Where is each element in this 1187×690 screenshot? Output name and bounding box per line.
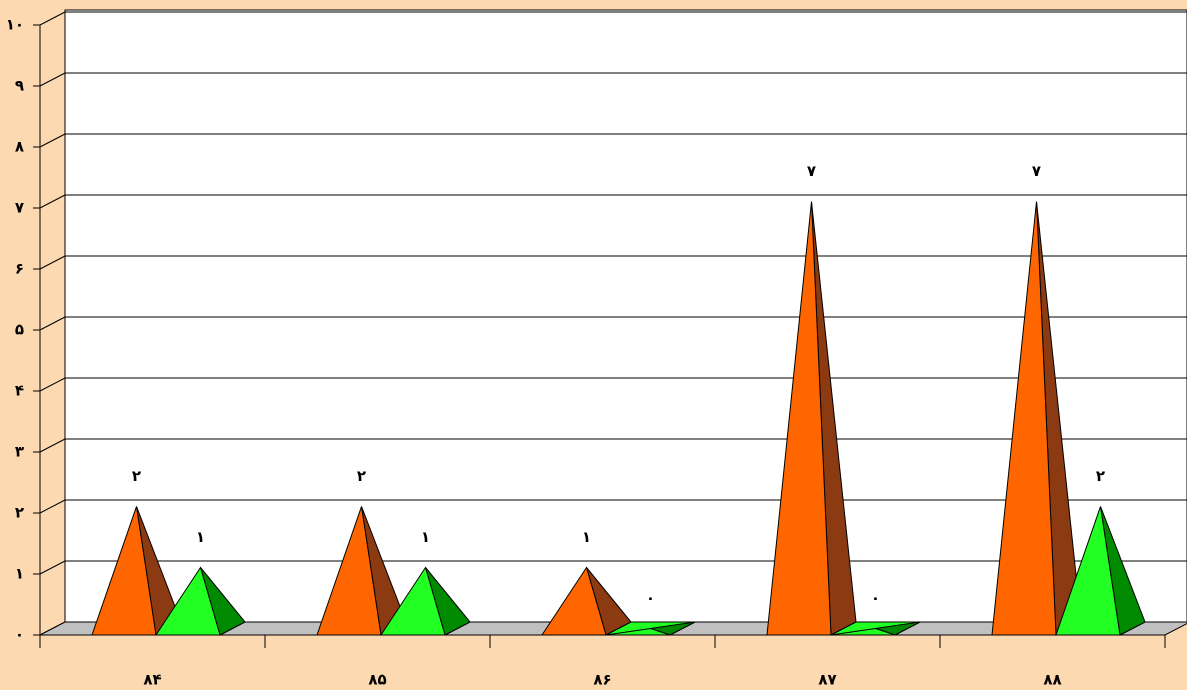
data-label: ۷ bbox=[807, 162, 816, 180]
grid-connector bbox=[39, 133, 66, 148]
y-tick-label: ۱ bbox=[15, 565, 24, 583]
back-wall bbox=[64, 9, 1187, 623]
data-label: ۰ bbox=[646, 589, 655, 607]
grid-connector bbox=[39, 377, 66, 392]
y-tick-label: ۶ bbox=[15, 260, 24, 278]
data-label: ۱ bbox=[582, 528, 591, 546]
grid-connector bbox=[39, 255, 66, 270]
y-tick-label: ۸ bbox=[15, 138, 24, 156]
grid-connector bbox=[39, 316, 66, 331]
y-tick-label: ۲ bbox=[15, 504, 24, 522]
y-tick-label: ۴ bbox=[15, 382, 24, 400]
grid-connector bbox=[39, 438, 66, 453]
x-tick-label: ۸۵ bbox=[368, 671, 386, 689]
grid-connector bbox=[39, 11, 66, 26]
pyramid-front bbox=[830, 627, 896, 636]
data-label: ۲ bbox=[357, 467, 366, 485]
pyramid-front bbox=[766, 201, 832, 636]
grid-connector bbox=[39, 499, 66, 514]
x-tick-label: ۸۶ bbox=[593, 671, 611, 689]
grid-connector bbox=[39, 194, 66, 209]
pyramid-front bbox=[1055, 506, 1121, 636]
pyramid-front bbox=[155, 566, 221, 636]
pyramid-front bbox=[605, 627, 671, 636]
grid-connector bbox=[39, 560, 66, 575]
y-tick-label: ۰ bbox=[15, 626, 24, 644]
pyramid-front bbox=[316, 506, 382, 636]
data-label: ۱ bbox=[421, 528, 430, 546]
data-label: ۲ bbox=[1096, 467, 1105, 485]
grid-connector bbox=[39, 72, 66, 87]
y-tick-label: ۳ bbox=[15, 443, 24, 461]
x-tick-label: ۸۴ bbox=[143, 671, 161, 689]
y-tick-label: ۱۰ bbox=[6, 16, 24, 34]
y-tick-label: ۹ bbox=[15, 77, 24, 95]
pyramid-front bbox=[91, 506, 157, 636]
data-label: ۱ bbox=[196, 528, 205, 546]
y-tick-label: ۵ bbox=[15, 321, 24, 339]
pyramid-front bbox=[541, 566, 607, 636]
pyramid-front bbox=[991, 201, 1057, 636]
y-tick-label: ۷ bbox=[15, 199, 24, 217]
data-label: ۲ bbox=[132, 467, 141, 485]
x-tick-label: ۸۷ bbox=[818, 671, 836, 689]
pyramid-front bbox=[380, 566, 446, 636]
data-label: ۰ bbox=[871, 589, 880, 607]
data-label: ۷ bbox=[1032, 162, 1041, 180]
x-tick-label: ۸۸ bbox=[1043, 671, 1061, 689]
